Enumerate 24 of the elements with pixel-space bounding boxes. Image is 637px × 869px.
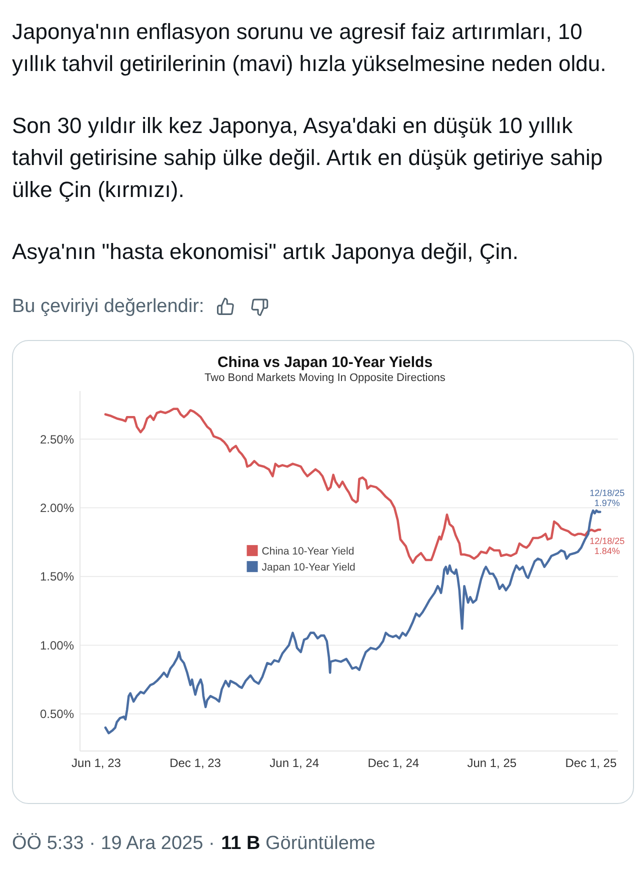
text: Son 30 yıldır ilk kez Japonya, Asya'daki en düşük 10 yıllık tahvil getirisine sahip ülke değil. Artık en düşük getiriye sahip ülke Çin (kırmızı).: [12, 113, 603, 202]
legend-label: Japan 10-Year Yield: [262, 562, 356, 574]
y-tick-label: 1.50%: [40, 570, 74, 584]
x-tick-label: Jun 1, 24: [270, 756, 320, 770]
chart-subtitle: Two Bond Markets Moving In Opposite Directions: [204, 372, 446, 384]
y-tick-label: 2.50%: [40, 432, 74, 446]
y-tick-label: 0.50%: [40, 707, 74, 722]
x-tick-label: Jun 1, 25: [467, 756, 517, 770]
x-tick-label: Jun 1, 23: [72, 756, 122, 770]
x-tick-label: Dec 1, 25: [565, 756, 617, 770]
text: Japonya'nın enflasyon sorunu ve agresif faiz artırımları, 10 yıllık tahvil getirilerinin (mavi) hızla yükselmesine neden oldu.: [12, 19, 606, 76]
text: Görüntüleme: [265, 833, 376, 854]
x-tick-label: Dec 1, 23: [170, 756, 222, 770]
annotation: 12/18/25 1.84%: [590, 536, 625, 556]
text: 11 B: [221, 833, 260, 854]
legend-label: China 10-Year Yield: [262, 546, 354, 558]
x-tick-label: Dec 1, 24: [368, 756, 420, 770]
annotation: 12/18/25 1.97%: [590, 488, 625, 508]
text: ÖÖ 5:33 · 19 Ara 2025 ·: [12, 833, 215, 854]
y-tick-label: 2.00%: [40, 500, 74, 515]
y-tick-label: 1.00%: [40, 638, 74, 652]
text: Asya'nın "hasta ekonomisi" artık Japonya değil, Çin.: [12, 239, 519, 264]
chart-title: China vs Japan 10-Year Yields: [217, 354, 433, 371]
text: Bu çeviriyi değerlendir:: [12, 296, 204, 317]
